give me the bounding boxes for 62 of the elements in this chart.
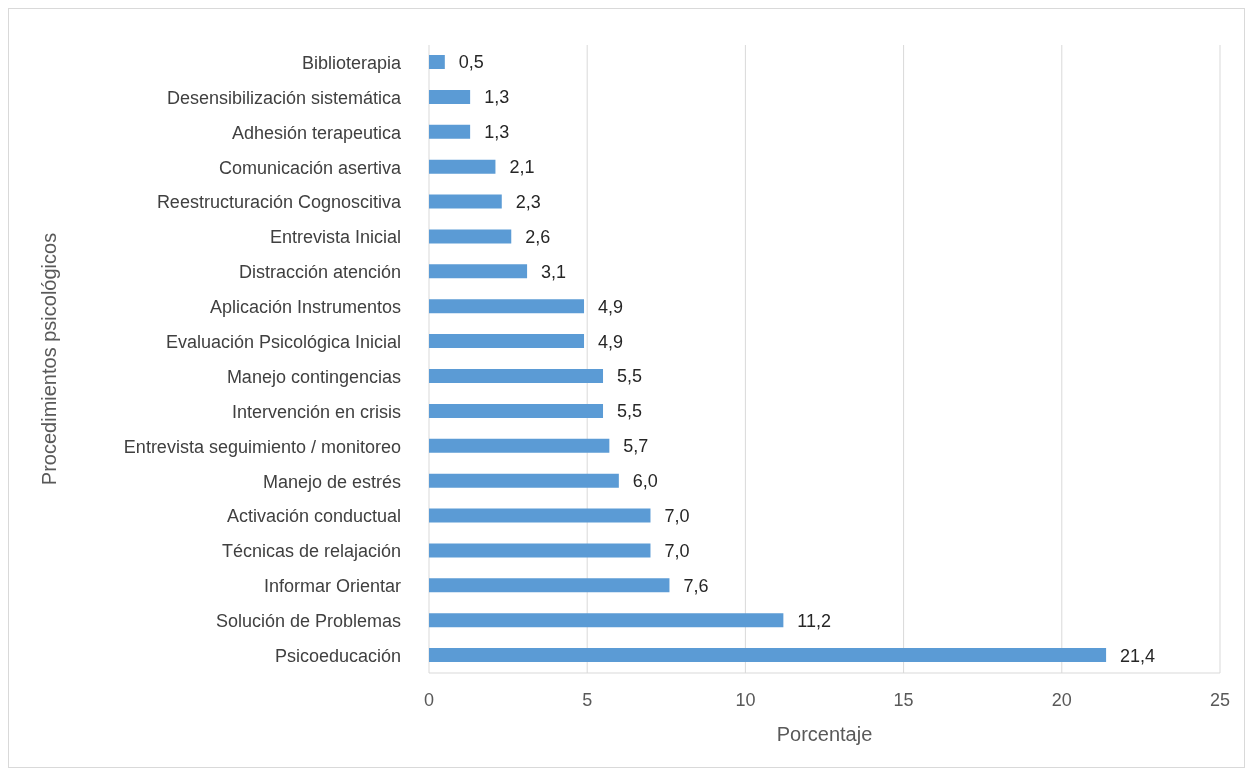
bar bbox=[429, 543, 651, 558]
data-label: 1,3 bbox=[484, 87, 510, 108]
y-tick-label: Activación conductual bbox=[226, 506, 401, 527]
x-tick-label: 0 bbox=[423, 689, 435, 710]
y-tick-label: Manejo de estrés bbox=[262, 471, 401, 492]
data-label: 5,5 bbox=[617, 401, 643, 422]
x-tick-label: 15 bbox=[893, 689, 914, 710]
data-label: 1,3 bbox=[484, 122, 510, 143]
y-tick-label: Informar Orientar bbox=[263, 576, 401, 597]
bar bbox=[429, 299, 585, 314]
x-axis-title: Porcentaje bbox=[776, 723, 873, 745]
data-label: 7,0 bbox=[664, 540, 690, 561]
y-tick-label: Adhesión terapeutica bbox=[231, 122, 402, 143]
bar bbox=[429, 508, 651, 523]
y-axis-title: Procedimientos psicológicos bbox=[38, 232, 61, 486]
y-tick-label: Aplicación Instrumentos bbox=[209, 297, 401, 318]
data-label: 6,0 bbox=[632, 471, 658, 492]
y-tick-label: Distracción atención bbox=[238, 262, 401, 283]
bar bbox=[429, 124, 471, 139]
data-label: 5,7 bbox=[623, 436, 649, 457]
x-tick-label: 10 bbox=[735, 689, 756, 710]
y-tick-label: Biblioterapia bbox=[301, 52, 402, 73]
y-tick-label: Comunicación asertiva bbox=[218, 157, 402, 178]
data-label: 4,9 bbox=[598, 296, 624, 317]
bar bbox=[429, 578, 670, 593]
y-tick-label: Reestructuración Cognoscitiva bbox=[156, 192, 402, 213]
bar bbox=[429, 89, 471, 104]
y-tick-label: Psicoeducación bbox=[274, 645, 401, 666]
data-label: 3,1 bbox=[541, 261, 567, 282]
bar bbox=[429, 229, 512, 244]
bar bbox=[429, 334, 585, 349]
bar bbox=[429, 438, 610, 453]
bar bbox=[429, 55, 445, 69]
data-label: 2,3 bbox=[515, 191, 541, 212]
y-tick-label: Solución de Problemas bbox=[215, 611, 401, 632]
data-label: 21,4 bbox=[1120, 645, 1156, 666]
bar bbox=[429, 403, 604, 418]
y-tick-label: Desensibilización sistemática bbox=[166, 87, 402, 108]
data-label: 7,0 bbox=[664, 505, 690, 526]
y-tick-label: Técnicas de relajación bbox=[221, 541, 401, 562]
data-label: 4,9 bbox=[598, 331, 624, 352]
y-tick-label: Entrevista Inicial bbox=[269, 227, 401, 248]
bar bbox=[429, 648, 1107, 663]
bar bbox=[429, 613, 784, 628]
y-tick-label: Evaluación Psicológica Inicial bbox=[165, 331, 401, 352]
y-tick-label: Entrevista seguimiento / monitoreo bbox=[123, 436, 401, 457]
x-tick-label: 25 bbox=[1209, 689, 1231, 710]
x-tick-label: 20 bbox=[1051, 689, 1072, 710]
data-label: 2,6 bbox=[525, 226, 551, 247]
bar bbox=[429, 264, 528, 279]
bar bbox=[429, 159, 496, 174]
data-label: 5,5 bbox=[617, 366, 643, 387]
bar bbox=[429, 473, 619, 488]
data-label: 0,5 bbox=[458, 52, 484, 73]
data-label: 2,1 bbox=[509, 157, 535, 178]
y-tick-label: Intervención en crisis bbox=[231, 401, 401, 422]
bar bbox=[429, 369, 604, 383]
x-tick-label: 5 bbox=[582, 689, 593, 710]
data-label: 11,2 bbox=[797, 610, 832, 631]
y-tick-label: Manejo contingencias bbox=[226, 366, 401, 387]
bar bbox=[429, 194, 502, 209]
data-label: 7,6 bbox=[683, 575, 709, 596]
